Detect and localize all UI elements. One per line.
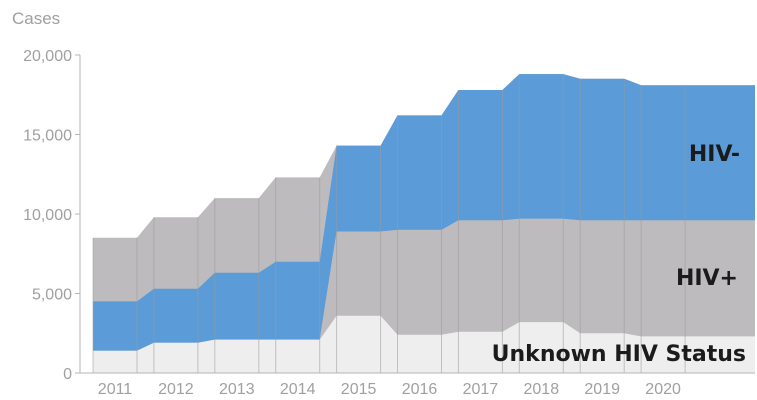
x-tick-label: 2015	[341, 381, 377, 398]
x-tick-label: 2018	[524, 381, 560, 398]
x-tick-label: 2012	[158, 381, 194, 398]
y-tick-label: 0	[63, 366, 72, 383]
y-tick-label: 10,000	[23, 207, 72, 224]
x-tick-label: 2019	[584, 381, 620, 398]
x-tick-label: 2017	[463, 381, 499, 398]
x-tick-label: 2020	[645, 381, 681, 398]
series-label-unknown: Unknown HIV Status	[492, 342, 746, 367]
series-label-hivpos: HIV+	[676, 266, 738, 291]
series-label-hivneg: HIV-	[689, 142, 740, 167]
hivpos-band	[93, 218, 755, 351]
y-axis-label: Cases	[12, 9, 60, 28]
x-tick-label: 2013	[219, 381, 255, 398]
x-tick-label: 2014	[280, 381, 316, 398]
y-tick-label: 5,000	[32, 287, 72, 304]
y-tick-label: 20,000	[23, 48, 72, 65]
y-tick-label: 15,000	[23, 128, 72, 145]
x-tick-label: 2016	[402, 381, 438, 398]
x-tick-label: 2011	[98, 381, 133, 398]
